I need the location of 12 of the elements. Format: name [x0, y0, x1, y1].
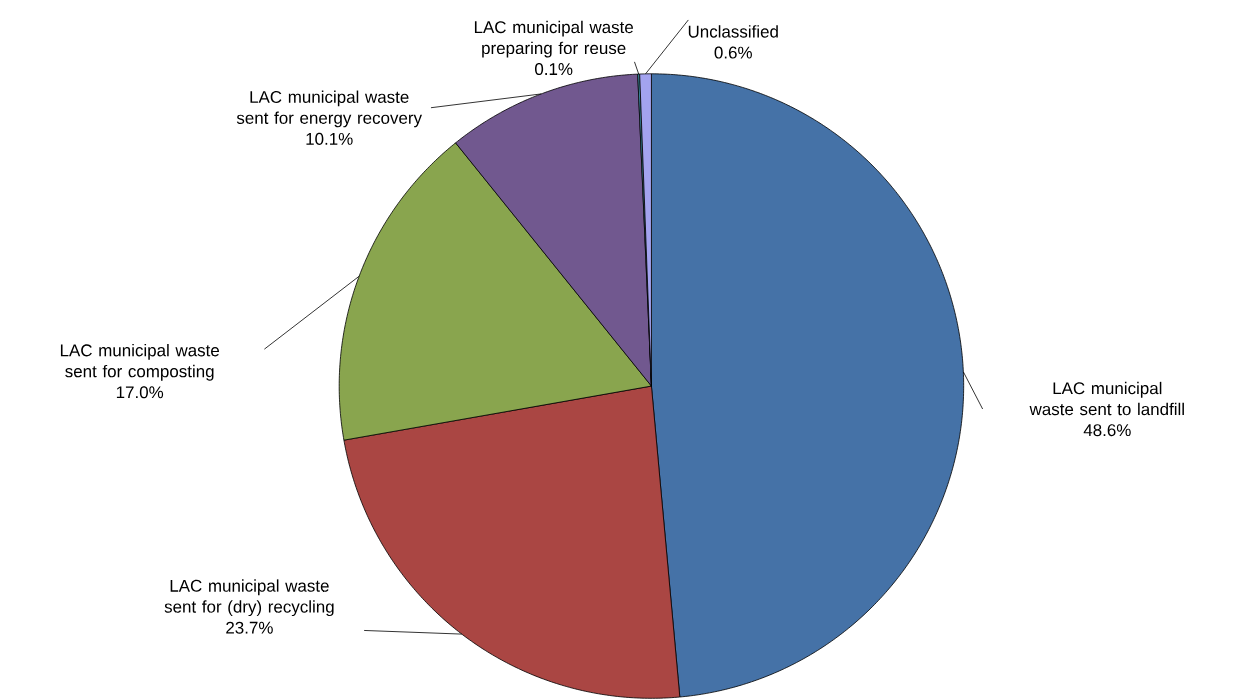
- data-label: 0.6%: [714, 46, 752, 59]
- slice-label: LAC municipal waste preparing for reuse: [474, 20, 633, 58]
- slice-label: Unclassified: [688, 25, 778, 38]
- slice-label: LAC municipal waste sent for energy recovery: [236, 90, 422, 128]
- data-label: 48.6%: [1083, 424, 1131, 437]
- data-label: 17.0%: [116, 386, 164, 399]
- slice-label: LAC municipal waste sent for composting: [60, 343, 219, 381]
- data-label: 10.1%: [306, 132, 353, 145]
- data-label: 0.1%: [535, 62, 573, 75]
- data-label: 23.7%: [226, 621, 273, 634]
- slice-label: LAC municipal waste sent for (dry) recycling: [164, 579, 334, 616]
- slice-label: LAC municipal waste sent to landfill: [1029, 381, 1184, 416]
